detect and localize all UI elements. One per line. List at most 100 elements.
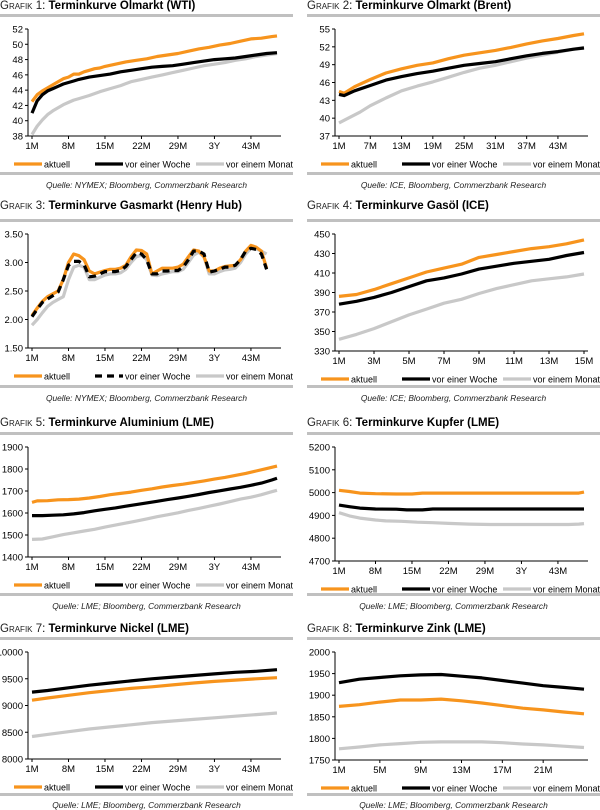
x-tick-label: 43M: [549, 566, 568, 577]
x-tick-label: 21M: [534, 765, 553, 776]
legend-label: vor einer Woche: [125, 783, 190, 793]
grafik-number: 7: [35, 623, 43, 635]
x-tick-label: 22M: [132, 141, 151, 152]
x-tick-label: 1M: [332, 765, 345, 776]
x-tick-label: 9M: [472, 356, 485, 367]
chart-source: Quelle: LME; Bloomberg, Commerzbank Rese…: [359, 601, 548, 611]
x-tick-label: 11M: [505, 356, 523, 367]
line-chart: 1400 1500 1600 1700 1800 1900 1M 8M 15M 22M 29M 3Y 4…: [2, 443, 294, 591]
y-tick-label: 46: [319, 78, 330, 89]
y-tick-label: 1800: [2, 465, 23, 476]
x-tick-label: 15M: [96, 764, 115, 775]
x-tick-label: 8M: [62, 353, 75, 364]
series-line-aktuell: [338, 238, 585, 298]
legend-label: aktuell: [44, 160, 70, 170]
x-tick-label: 5M: [373, 765, 386, 776]
x-tick-label: 43M: [242, 353, 261, 364]
y-tick-label: 2.00: [5, 315, 24, 326]
x-tick-label: 1M: [25, 141, 38, 152]
grafik-label: Grafik: [307, 623, 340, 635]
x-tick-label: 1M: [25, 764, 38, 775]
y-tick-label: 9000: [2, 701, 23, 712]
title-separator: :: [42, 0, 49, 12]
chart-title-text: Terminkurve Gasöl (ICE): [355, 200, 489, 212]
y-tick-label: 10000: [0, 648, 23, 659]
legend-divider: [307, 385, 600, 388]
legend-label: vor einer Woche: [432, 160, 497, 170]
y-tick-label: 370: [314, 308, 330, 319]
y-tick-label: 3.00: [5, 258, 24, 269]
chart-title: Grafik 7: Terminkurve Nickel (LME): [0, 623, 189, 635]
y-tick-label: 1500: [2, 531, 23, 542]
legend-divider: [307, 793, 600, 796]
y-tick-label: 48: [12, 55, 23, 66]
x-tick-label: 29M: [169, 562, 188, 573]
line-chart: 4700 4800 4900 5000 5100 5200 1M 8M 15M 22M 29M 3Y 4…: [309, 443, 600, 595]
title-divider: [307, 432, 600, 435]
x-tick-label: 29M: [169, 353, 188, 364]
title-divider: [0, 219, 293, 222]
chart-title-text: Terminkurve Gasmarkt (Henry Hub): [48, 200, 242, 212]
series-line-aktuell: [31, 464, 278, 504]
title-divider: [307, 219, 600, 222]
series-line-aktuell: [31, 676, 278, 702]
legend-divider: [0, 172, 293, 175]
y-tick-label: 8000: [2, 755, 23, 766]
y-tick-label: 44: [12, 86, 23, 97]
y-tick-label: 350: [314, 327, 330, 338]
x-tick-label: 13M: [392, 141, 411, 152]
legend-divider: [307, 172, 600, 175]
x-tick-label: 29M: [169, 141, 188, 152]
line-chart: 37 40 43 46 49 52 55 1M 7M 13M 19M 25M 31M 37M 43M aktu…: [319, 25, 600, 170]
legend-label: aktuell: [351, 375, 377, 385]
legend-label: vor einem Monat: [226, 783, 294, 793]
x-tick-label: 15M: [96, 353, 115, 364]
y-tick-label: 5100: [309, 465, 330, 476]
x-tick-label: 19M: [424, 141, 443, 152]
y-tick-label: 52: [319, 42, 330, 53]
y-tick-label: 1700: [2, 487, 23, 498]
x-tick-label: 8M: [62, 764, 75, 775]
series-line-vor-einer-woche: [338, 46, 585, 98]
y-tick-label: 1900: [2, 443, 23, 454]
x-tick-label: 3Y: [209, 562, 221, 573]
chart-title-text: Terminkurve Nickel (LME): [48, 623, 189, 635]
series-line-aktuell: [338, 488, 585, 496]
legend-divider: [0, 593, 293, 596]
y-tick-label: 450: [314, 230, 330, 241]
title-divider: [0, 432, 293, 435]
y-tick-label: 1750: [309, 756, 330, 767]
legend-label: vor einer Woche: [125, 372, 190, 382]
chart-title: Grafik 6: Terminkurve Kupfer (LME): [307, 417, 499, 429]
x-tick-label: 22M: [439, 566, 458, 577]
series-line-aktuell: [338, 697, 585, 716]
chart-source: Quelle: NYMEX; Bloomberg, Commerzbank Re…: [45, 393, 248, 403]
series-line-vor-einer-woche: [338, 250, 585, 306]
grafik-label: Grafik: [307, 417, 340, 429]
x-tick-label: 13M: [540, 356, 559, 367]
y-tick-label: 43: [319, 96, 330, 107]
y-tick-label: 1800: [309, 734, 330, 745]
grafik-number: 2: [342, 0, 350, 12]
x-tick-label: 13M: [452, 765, 471, 776]
y-tick-label: 430: [314, 249, 330, 260]
series-line-vor-einer-woche: [338, 672, 585, 691]
y-tick-label: 42: [12, 101, 23, 112]
x-tick-label: 1M: [332, 566, 345, 577]
chart-title: Grafik 8: Terminkurve Zink (LME): [307, 623, 486, 635]
x-tick-label: 3Y: [209, 141, 221, 152]
series-line-vor-einem-monat: [338, 740, 585, 751]
y-tick-label: 50: [12, 40, 23, 51]
chart-source: Quelle: NYMEX; Bloomberg, Commerzbank Re…: [45, 180, 248, 190]
legend-label: vor einer Woche: [432, 784, 497, 794]
x-tick-label: 15M: [96, 141, 115, 152]
legend-label: vor einem Monat: [533, 160, 600, 170]
y-tick-label: 40: [12, 116, 23, 127]
y-tick-label: 46: [12, 70, 23, 81]
x-tick-label: 15M: [575, 356, 594, 367]
y-tick-label: 390: [314, 288, 330, 299]
x-tick-label: 37M: [517, 141, 536, 152]
series-line-vor-einer-woche: [32, 476, 278, 518]
y-tick-label: 55: [319, 25, 330, 36]
y-tick-label: 37: [319, 132, 330, 143]
